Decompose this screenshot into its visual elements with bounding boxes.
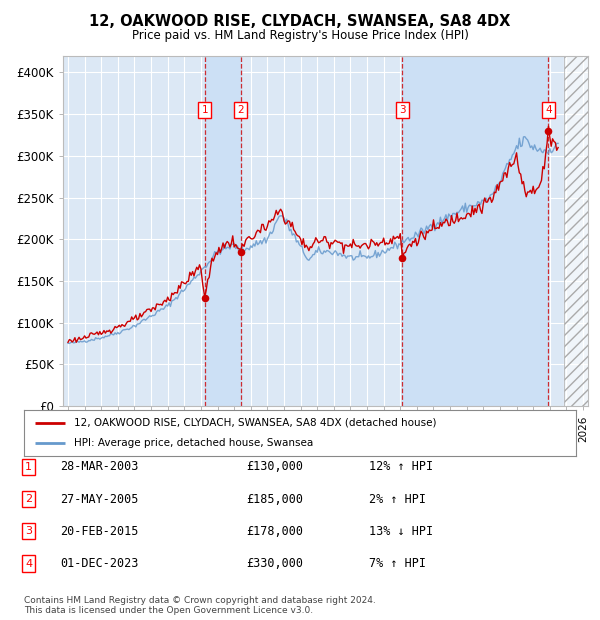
Text: 1: 1: [25, 462, 32, 472]
Point: [544, 126, 553, 136]
Text: £330,000: £330,000: [246, 557, 303, 570]
Text: 20-FEB-2015: 20-FEB-2015: [60, 525, 139, 538]
Text: 01-DEC-2023: 01-DEC-2023: [60, 557, 139, 570]
Bar: [403, 56, 548, 406]
Point: [236, 247, 245, 257]
Text: 7% ↑ HPI: 7% ↑ HPI: [369, 557, 426, 570]
Text: HPI: Average price, detached house, Swansea: HPI: Average price, detached house, Swan…: [74, 438, 313, 448]
Bar: [563, 56, 588, 406]
Text: 2: 2: [25, 494, 32, 504]
Text: £130,000: £130,000: [246, 461, 303, 473]
Text: 3: 3: [399, 105, 406, 115]
Text: 13% ↓ HPI: 13% ↓ HPI: [369, 525, 433, 538]
Text: 27-MAY-2005: 27-MAY-2005: [60, 493, 139, 505]
Text: 2: 2: [238, 105, 244, 115]
Text: 4: 4: [545, 105, 552, 115]
Text: £185,000: £185,000: [246, 493, 303, 505]
Text: £178,000: £178,000: [246, 525, 303, 538]
Point: [398, 253, 407, 263]
Text: 12% ↑ HPI: 12% ↑ HPI: [369, 461, 433, 473]
Text: 2% ↑ HPI: 2% ↑ HPI: [369, 493, 426, 505]
Text: 28-MAR-2003: 28-MAR-2003: [60, 461, 139, 473]
Text: 4: 4: [25, 559, 32, 569]
Bar: [205, 56, 241, 406]
Text: Contains HM Land Registry data © Crown copyright and database right 2024.
This d: Contains HM Land Registry data © Crown c…: [24, 596, 376, 615]
Text: Price paid vs. HM Land Registry's House Price Index (HPI): Price paid vs. HM Land Registry's House …: [131, 29, 469, 42]
Bar: [563, 56, 588, 406]
Text: 12, OAKWOOD RISE, CLYDACH, SWANSEA, SA8 4DX (detached house): 12, OAKWOOD RISE, CLYDACH, SWANSEA, SA8 …: [74, 418, 436, 428]
Text: 12, OAKWOOD RISE, CLYDACH, SWANSEA, SA8 4DX: 12, OAKWOOD RISE, CLYDACH, SWANSEA, SA8 …: [89, 14, 511, 29]
Point: [200, 293, 209, 303]
Text: 1: 1: [202, 105, 208, 115]
Text: 3: 3: [25, 526, 32, 536]
